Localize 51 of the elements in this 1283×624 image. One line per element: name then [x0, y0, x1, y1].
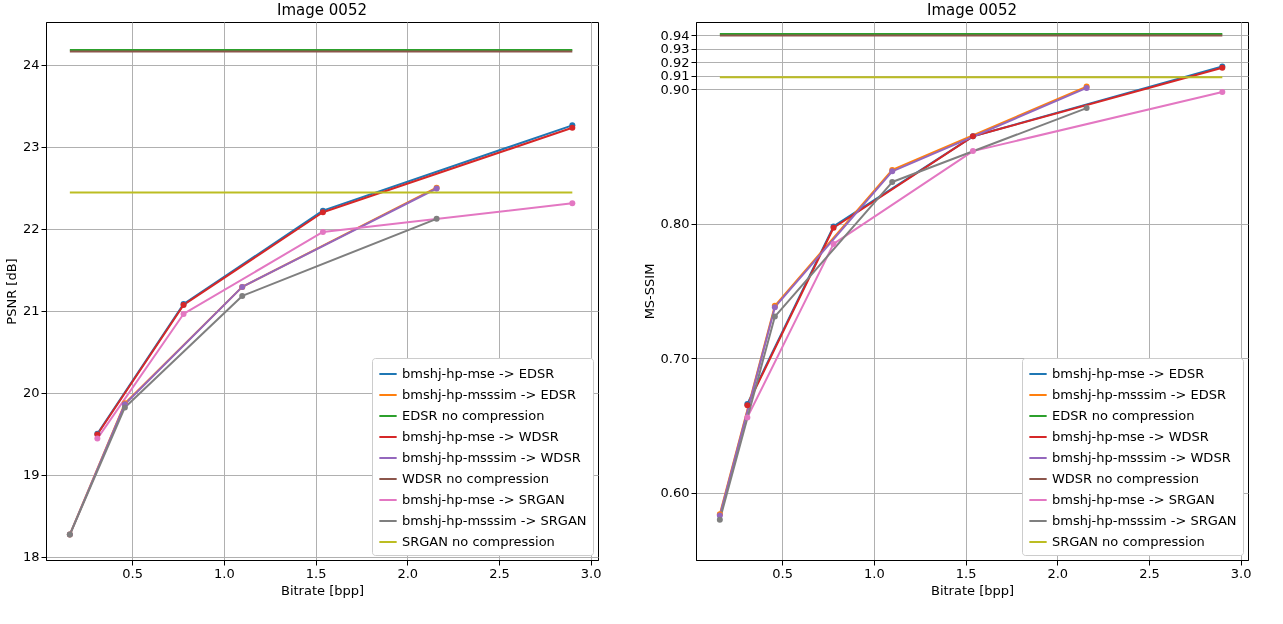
legend-label: bmshj-hp-msssim -> SRGAN: [402, 513, 587, 528]
chart-title: Image 0052: [277, 1, 367, 19]
x-axis-title: Bitrate [bpp]: [280, 582, 365, 598]
chart-title: Image 0052: [927, 1, 1017, 19]
x-tick-label: 1.0: [214, 565, 235, 581]
legend-label: WDSR no compression: [1052, 471, 1200, 486]
y-tick-label: 22: [22, 221, 40, 237]
y-tick-label: 0.91: [660, 68, 690, 84]
y-axis-title: PSNR [dB]: [3, 258, 19, 325]
y-tick-label: 0.94: [660, 27, 690, 43]
y-tick-label: 0.90: [660, 81, 690, 97]
x-tick-label: 3.0: [1230, 565, 1252, 581]
x-tick-label: 2.5: [489, 565, 510, 581]
x-tick-label: 0.5: [772, 565, 794, 581]
y-tick-label: 20: [22, 385, 40, 401]
legend-label: EDSR no compression: [402, 408, 545, 423]
x-tick-label: 1.0: [864, 565, 885, 581]
legend-label: bmshj-hp-mse -> SRGAN: [1052, 492, 1215, 507]
x-axis-title: Bitrate [bpp]: [930, 582, 1015, 598]
legend-label: bmshj-hp-mse -> EDSR: [402, 366, 555, 381]
legend-label: EDSR no compression: [1052, 408, 1195, 423]
y-tick-label: 0.60: [660, 485, 690, 501]
y-tick-label: 23: [22, 139, 40, 155]
y-tick-label: 0.92: [660, 54, 690, 70]
legend-label: bmshj-hp-msssim -> WDSR: [1052, 450, 1231, 465]
legend-label: bmshj-hp-mse -> SRGAN: [402, 492, 565, 507]
legend-label: bmshj-hp-msssim -> EDSR: [1052, 387, 1227, 402]
legend-label: bmshj-hp-msssim -> WDSR: [402, 450, 581, 465]
legend-label: bmshj-hp-mse -> WDSR: [1052, 429, 1209, 444]
legend-label: bmshj-hp-msssim -> EDSR: [402, 387, 577, 402]
y-tick-label: 21: [22, 303, 40, 319]
y-tick-label: 19: [22, 467, 40, 483]
legend-label: SRGAN no compression: [402, 534, 555, 549]
y-tick-label: 0.80: [660, 216, 690, 232]
y-tick-label: 24: [22, 57, 40, 73]
y-tick-label: 0.70: [660, 350, 690, 366]
legend-label: bmshj-hp-msssim -> SRGAN: [1052, 513, 1237, 528]
x-tick-label: 1.5: [955, 565, 977, 581]
legend-label: WDSR no compression: [402, 471, 550, 486]
x-tick-label: 1.5: [305, 565, 327, 581]
x-tick-label: 0.5: [122, 565, 144, 581]
x-tick-label: 2.5: [1139, 565, 1160, 581]
y-axis-title: MS-SSIM: [641, 263, 657, 320]
y-tick-label: 0.93: [660, 41, 690, 57]
legend-label: bmshj-hp-mse -> WDSR: [402, 429, 559, 444]
x-tick-label: 2.0: [1047, 565, 1069, 581]
legend-label: bmshj-hp-mse -> EDSR: [1052, 366, 1205, 381]
y-tick-label: 18: [22, 549, 40, 565]
x-tick-label: 3.0: [580, 565, 602, 581]
legend-label: SRGAN no compression: [1052, 534, 1205, 549]
x-tick-label: 2.0: [397, 565, 419, 581]
